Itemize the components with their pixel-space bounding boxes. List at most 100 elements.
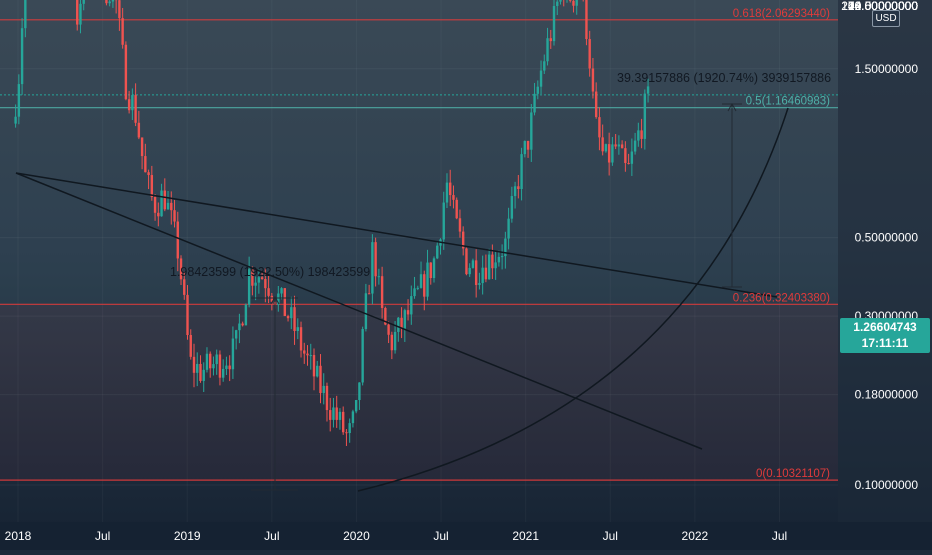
- candle-body: [21, 28, 23, 84]
- price-axis-background: [838, 0, 932, 522]
- candle-body: [572, 1, 574, 6]
- currency-button[interactable]: USD: [872, 10, 900, 27]
- candle-body: [306, 354, 308, 356]
- candle-body: [423, 274, 425, 296]
- candle-body: [121, 18, 123, 45]
- countdown-timer: 17:11:11: [840, 335, 930, 351]
- fib-zone: [0, 304, 838, 480]
- candle-body: [644, 94, 646, 139]
- candle-body: [371, 242, 373, 293]
- candle-body: [173, 210, 175, 221]
- candle-body: [430, 263, 432, 278]
- candle-body: [511, 196, 513, 219]
- candle-body: [488, 255, 490, 280]
- candle-body: [79, 4, 81, 25]
- candle-body: [287, 316, 289, 318]
- candle-body: [413, 288, 415, 296]
- candle-body: [433, 258, 435, 278]
- candle-body: [160, 191, 162, 217]
- candle-body: [468, 268, 470, 274]
- candle-body: [280, 288, 282, 293]
- candle-body: [164, 191, 166, 210]
- candle-body: [524, 141, 526, 154]
- candle-body: [193, 357, 195, 373]
- current-price-value: 1.26604743: [840, 319, 930, 335]
- candle-body: [592, 68, 594, 91]
- candle-body: [517, 186, 519, 189]
- candle-body: [494, 262, 496, 268]
- candle-body: [112, 0, 114, 1]
- candle-body: [144, 156, 146, 172]
- y-tick-label: 1.50000000: [855, 62, 919, 76]
- candle-body: [190, 335, 192, 357]
- candle-body: [131, 95, 133, 110]
- candle-body: [507, 219, 509, 239]
- candle-body: [407, 310, 409, 314]
- candle-body: [449, 183, 451, 195]
- candle-body: [290, 307, 292, 318]
- x-tick-label: 2022: [682, 529, 709, 543]
- candle-body: [254, 283, 256, 286]
- fib-label-0.236: 0.236(0.32403380): [733, 292, 830, 304]
- candle-body: [300, 327, 302, 350]
- current-price-badge: 1.26604743 17:11:11: [840, 318, 930, 353]
- candle-body: [118, 0, 120, 18]
- candle-body: [485, 268, 487, 280]
- candle-body: [352, 411, 354, 423]
- candle-body: [284, 288, 286, 316]
- candle-body: [310, 355, 312, 356]
- candle-body: [199, 364, 201, 381]
- candle-body: [14, 117, 16, 124]
- candle-body: [316, 366, 318, 377]
- candle-body: [134, 95, 136, 123]
- candle-body: [443, 203, 445, 240]
- candle-body: [297, 327, 299, 331]
- candle-body: [206, 354, 208, 370]
- candle-body: [293, 307, 295, 331]
- candle-body: [546, 38, 548, 61]
- candle-body: [108, 1, 110, 3]
- candle-body: [264, 279, 266, 288]
- candle-body: [303, 350, 305, 353]
- candle-body: [141, 137, 143, 156]
- candle-body: [472, 260, 474, 268]
- candle-body: [621, 144, 623, 148]
- candle-body: [569, 0, 571, 1]
- y-tick-label: 0.18000000: [855, 388, 919, 402]
- candle-body: [157, 213, 159, 217]
- candle-body: [598, 117, 600, 137]
- candle-body: [167, 203, 169, 209]
- candle-body: [404, 310, 406, 329]
- candle-body: [627, 163, 629, 164]
- candle-body: [387, 325, 389, 335]
- candle-body: [170, 203, 172, 210]
- candle-body: [381, 276, 383, 308]
- candle-body: [209, 354, 211, 369]
- candle-body: [342, 412, 344, 432]
- candle-body: [514, 186, 516, 196]
- fib-label-0: 0(0.10321107): [756, 468, 830, 480]
- candle-body: [368, 293, 370, 294]
- candle-body: [374, 242, 376, 276]
- x-tick-label: 2020: [343, 529, 370, 543]
- candle-body: [530, 112, 532, 149]
- y-tick-label: 0.10000000: [855, 478, 919, 492]
- measure-1-label: 1.98423599 (1922.50%) 198423599: [170, 265, 370, 279]
- candle-body: [18, 84, 20, 117]
- candle-body: [553, 6, 555, 41]
- candle-body: [637, 130, 639, 140]
- candle-body: [267, 288, 269, 296]
- candle-body: [576, 0, 578, 6]
- candle-body: [245, 305, 247, 326]
- candle-body: [222, 369, 224, 378]
- y-tick-label: 0.50000000: [855, 231, 919, 245]
- x-tick-label: 2021: [512, 529, 539, 543]
- candle-body: [147, 172, 149, 175]
- time-axis-background: [0, 522, 932, 550]
- candle-body: [332, 407, 334, 419]
- candle-body: [540, 71, 542, 87]
- candle-body: [196, 364, 198, 373]
- fib-zone: [0, 108, 838, 305]
